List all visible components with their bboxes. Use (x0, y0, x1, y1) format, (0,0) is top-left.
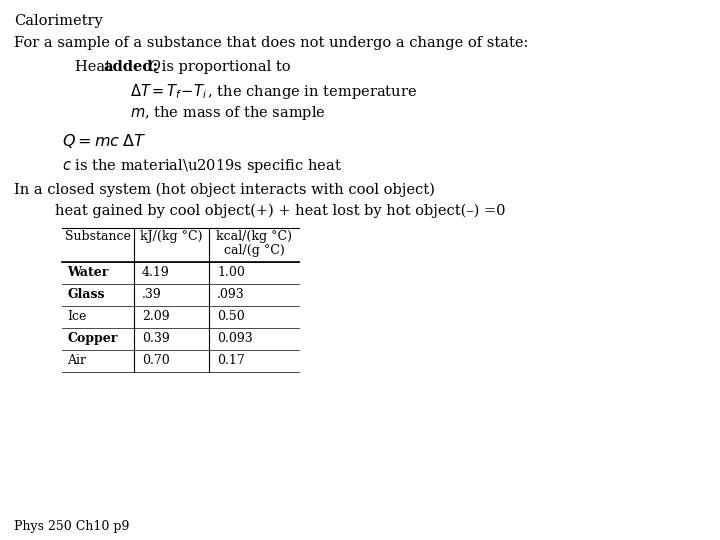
Text: kJ/(kg °C): kJ/(kg °C) (140, 230, 203, 243)
Text: Water: Water (67, 266, 109, 279)
Text: 0.093: 0.093 (217, 332, 253, 345)
Text: 0.39: 0.39 (142, 332, 170, 345)
Text: 1.00: 1.00 (217, 266, 245, 279)
Text: 0.17: 0.17 (217, 354, 245, 367)
Text: In a closed system (hot object interacts with cool object): In a closed system (hot object interacts… (14, 183, 435, 198)
Text: 4.19: 4.19 (142, 266, 170, 279)
Text: cal/(g °C): cal/(g °C) (224, 244, 284, 257)
Text: Calorimetry: Calorimetry (14, 14, 103, 28)
Text: Q: Q (144, 60, 161, 74)
Text: Copper: Copper (67, 332, 117, 345)
Text: Phys 250 Ch10 p9: Phys 250 Ch10 p9 (14, 520, 130, 533)
Text: Glass: Glass (67, 288, 104, 301)
Text: $m$, the mass of the sample: $m$, the mass of the sample (130, 104, 326, 122)
Text: $c$ is the material\u2019s specific heat: $c$ is the material\u2019s specific heat (62, 157, 342, 175)
Text: heat gained by cool object(+) + heat lost by hot object(–) =0: heat gained by cool object(+) + heat los… (55, 204, 505, 218)
Text: 2.09: 2.09 (142, 310, 170, 323)
Text: 0.70: 0.70 (142, 354, 170, 367)
Text: is proportional to: is proportional to (157, 60, 291, 74)
Text: added:: added: (103, 60, 158, 74)
Text: Heat: Heat (75, 60, 116, 74)
Text: Air: Air (67, 354, 86, 367)
Text: $Q = mc\;\Delta T$: $Q = mc\;\Delta T$ (62, 132, 147, 150)
Text: .39: .39 (142, 288, 162, 301)
Text: For a sample of a substance that does not undergo a change of state:: For a sample of a substance that does no… (14, 36, 528, 50)
Text: kcal/(kg °C): kcal/(kg °C) (216, 230, 292, 243)
Text: Ice: Ice (67, 310, 86, 323)
Text: 0.50: 0.50 (217, 310, 245, 323)
Text: .093: .093 (217, 288, 245, 301)
Text: Substance: Substance (65, 230, 131, 243)
Text: $\Delta T = T_f\!-\!T_i\,$, the change in temperature: $\Delta T = T_f\!-\!T_i\,$, the change i… (130, 82, 417, 101)
